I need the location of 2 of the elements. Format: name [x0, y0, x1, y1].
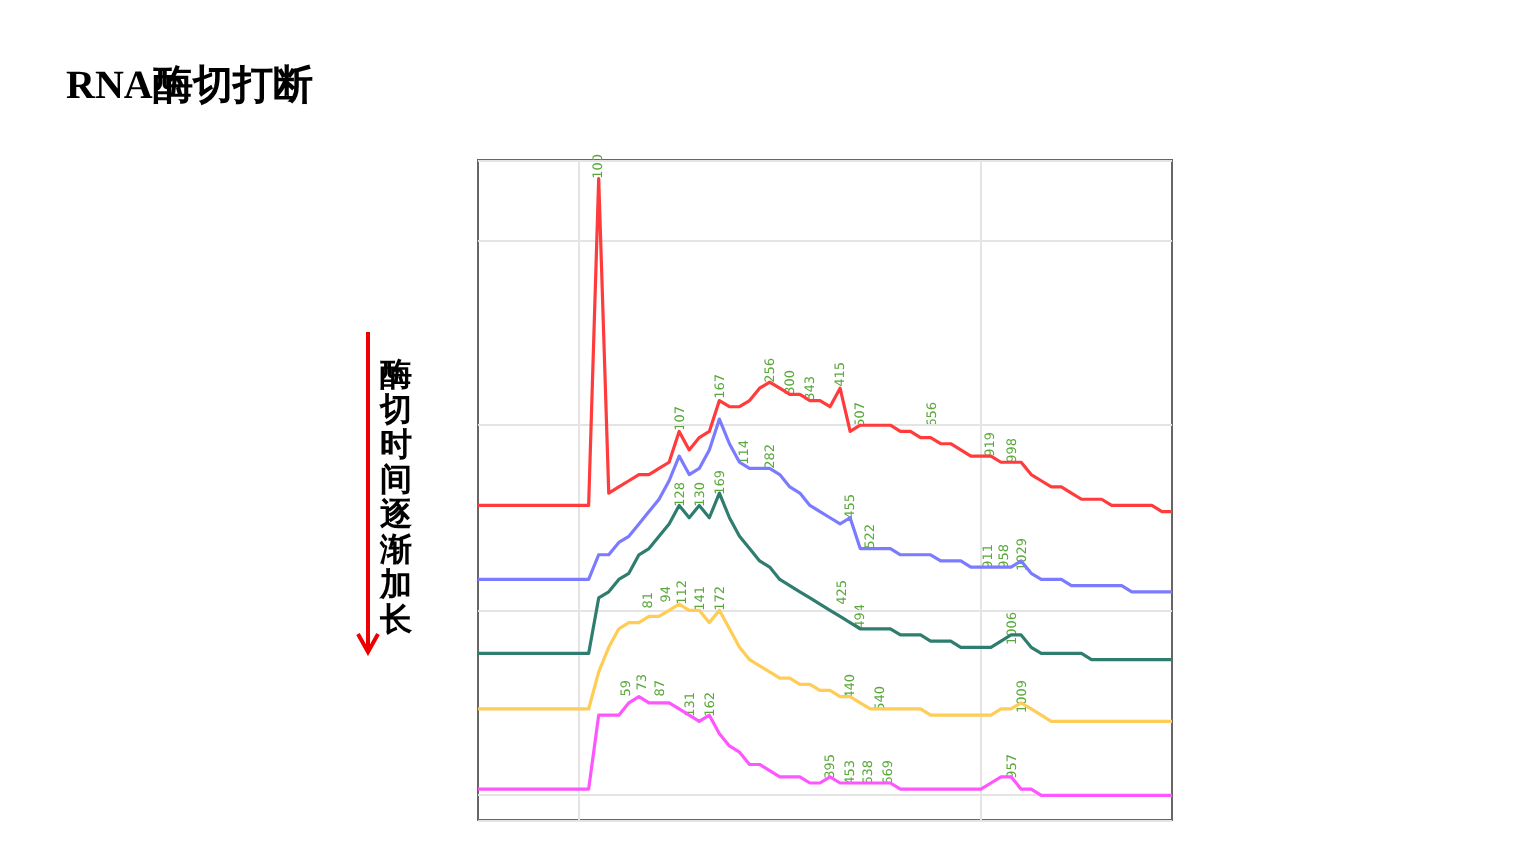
text: 酶切时间逐渐加长 [378, 354, 414, 638]
chart-title: RNA酶切打断 [66, 64, 313, 108]
